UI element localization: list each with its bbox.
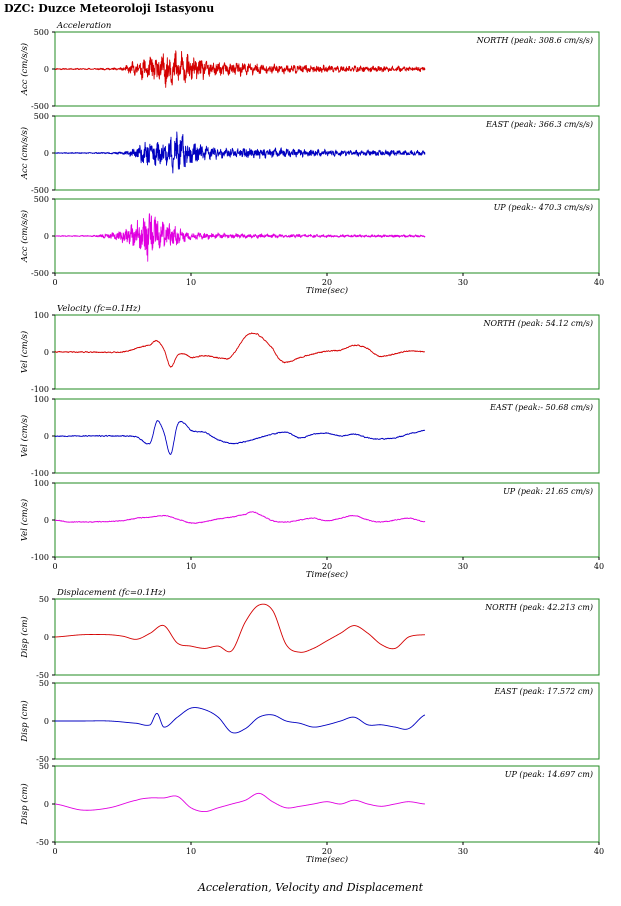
g0-xtick-label-3: 30 <box>458 278 468 287</box>
g0-xlabel: Time(sec) <box>306 285 348 296</box>
g1-up-legend: UP (peak: 21.65 cm/s) <box>503 487 593 496</box>
g1-up-ytick-label-0: 100 <box>34 479 49 488</box>
g0-east-trace <box>54 131 426 174</box>
g2-xtick-label-0: 0 <box>52 847 57 856</box>
g2-north-trace <box>54 603 426 653</box>
g0-xtick-label-0: 0 <box>52 278 57 287</box>
g2-east-trace <box>54 707 426 734</box>
g1-xtick-label-3: 30 <box>458 562 468 571</box>
g0-east-ytick-label-2: -500 <box>31 186 49 195</box>
figure-caption: Acceleration, Velocity and Displacement <box>197 881 424 894</box>
group-label-1: Velocity (fc=0.1Hz) <box>57 303 141 314</box>
g1-north-ytick-label-1: 0 <box>44 348 49 357</box>
g1-xtick-label-0: 0 <box>52 562 57 571</box>
g0-north-ytick-label-0: 500 <box>34 28 49 37</box>
g1-up-ylabel: Vel (cm/s) <box>19 499 30 542</box>
g1-north-ytick-label-2: -100 <box>31 385 49 394</box>
g2-up-ytick-label-1: 0 <box>44 800 49 809</box>
g0-up-ytick-label-1: 0 <box>44 232 49 241</box>
g2-north-legend: NORTH (peak: 42.213 cm) <box>484 603 593 612</box>
g2-north-ylabel: Disp (cm) <box>19 616 30 659</box>
page-title: DZC: Duzce Meteoroloji Istasyonu <box>4 2 215 15</box>
g2-east-ytick-label-2: -50 <box>36 755 49 764</box>
g2-xtick-label-4: 40 <box>594 847 604 856</box>
g1-east-ytick-label-0: 100 <box>34 395 49 404</box>
g0-up-legend: UP (peak:- 470.3 cm/s/s) <box>494 203 593 212</box>
g1-north-trace <box>54 332 426 368</box>
g2-east-ytick-label-0: 50 <box>39 679 49 688</box>
g1-xtick-label-1: 10 <box>186 562 196 571</box>
g0-east-legend: EAST (peak: 366.3 cm/s/s) <box>485 120 593 129</box>
g0-xtick-label-1: 10 <box>186 278 196 287</box>
g0-east-ytick-label-0: 500 <box>34 112 49 121</box>
g1-north-ytick-label-0: 100 <box>34 311 49 320</box>
g1-xlabel: Time(sec) <box>306 569 348 580</box>
g2-east-legend: EAST (peak: 17.572 cm) <box>493 687 593 696</box>
group-label-2: Displacement (fc=0.1Hz) <box>56 587 166 598</box>
g0-xtick-label-4: 40 <box>594 278 604 287</box>
g0-north-ylabel: Acc (cm/s/s) <box>19 43 30 96</box>
g1-east-legend: EAST (peak:- 50.68 cm/s) <box>489 403 593 412</box>
g1-up-ytick-label-1: 0 <box>44 516 49 525</box>
g2-xtick-label-3: 30 <box>458 847 468 856</box>
g2-up-trace <box>54 792 426 813</box>
g0-north-legend: NORTH (peak: 308.6 cm/s/s) <box>476 36 593 45</box>
g2-east-ylabel: Disp (cm) <box>19 700 30 743</box>
g2-north-ytick-label-1: 0 <box>44 633 49 642</box>
g0-north-ytick-label-2: -500 <box>31 102 49 111</box>
g2-xlabel: Time(sec) <box>306 854 348 865</box>
g2-up-legend: UP (peak: 14.697 cm) <box>505 770 593 779</box>
g0-up-ytick-label-0: 500 <box>34 195 49 204</box>
g1-east-ytick-label-1: 0 <box>44 432 49 441</box>
g1-up-ytick-label-2: -100 <box>31 553 49 562</box>
g0-up-ytick-label-2: -500 <box>31 269 49 278</box>
g0-up-ylabel: Acc (cm/s/s) <box>19 210 30 263</box>
g1-north-ylabel: Vel (cm/s) <box>19 331 30 374</box>
g1-up-trace <box>54 511 426 524</box>
g2-up-ylabel: Disp (cm) <box>19 783 30 826</box>
g2-north-ytick-label-2: -50 <box>36 671 49 680</box>
g1-east-ytick-label-2: -100 <box>31 469 49 478</box>
g1-east-ylabel: Vel (cm/s) <box>19 415 30 458</box>
g0-north-ytick-label-1: 0 <box>44 65 49 74</box>
g2-xtick-label-1: 10 <box>186 847 196 856</box>
g2-north-ytick-label-0: 50 <box>39 595 49 604</box>
g2-up-ytick-label-0: 50 <box>39 762 49 771</box>
g1-north-legend: NORTH (peak: 54.12 cm/s) <box>482 319 593 328</box>
g0-xtick-label-2: 20 <box>322 278 332 287</box>
g2-east-ytick-label-1: 0 <box>44 717 49 726</box>
g0-north-trace <box>54 50 426 88</box>
group-label-0: Acceleration <box>56 21 111 31</box>
g1-xtick-label-2: 20 <box>322 562 332 571</box>
g1-xtick-label-4: 40 <box>594 562 604 571</box>
g2-xtick-label-2: 20 <box>322 847 332 856</box>
g0-up-trace <box>54 213 426 262</box>
g0-east-ylabel: Acc (cm/s/s) <box>19 127 30 180</box>
g2-up-ytick-label-2: -50 <box>36 838 49 847</box>
g1-east-trace <box>54 420 426 455</box>
g0-east-ytick-label-1: 0 <box>44 149 49 158</box>
